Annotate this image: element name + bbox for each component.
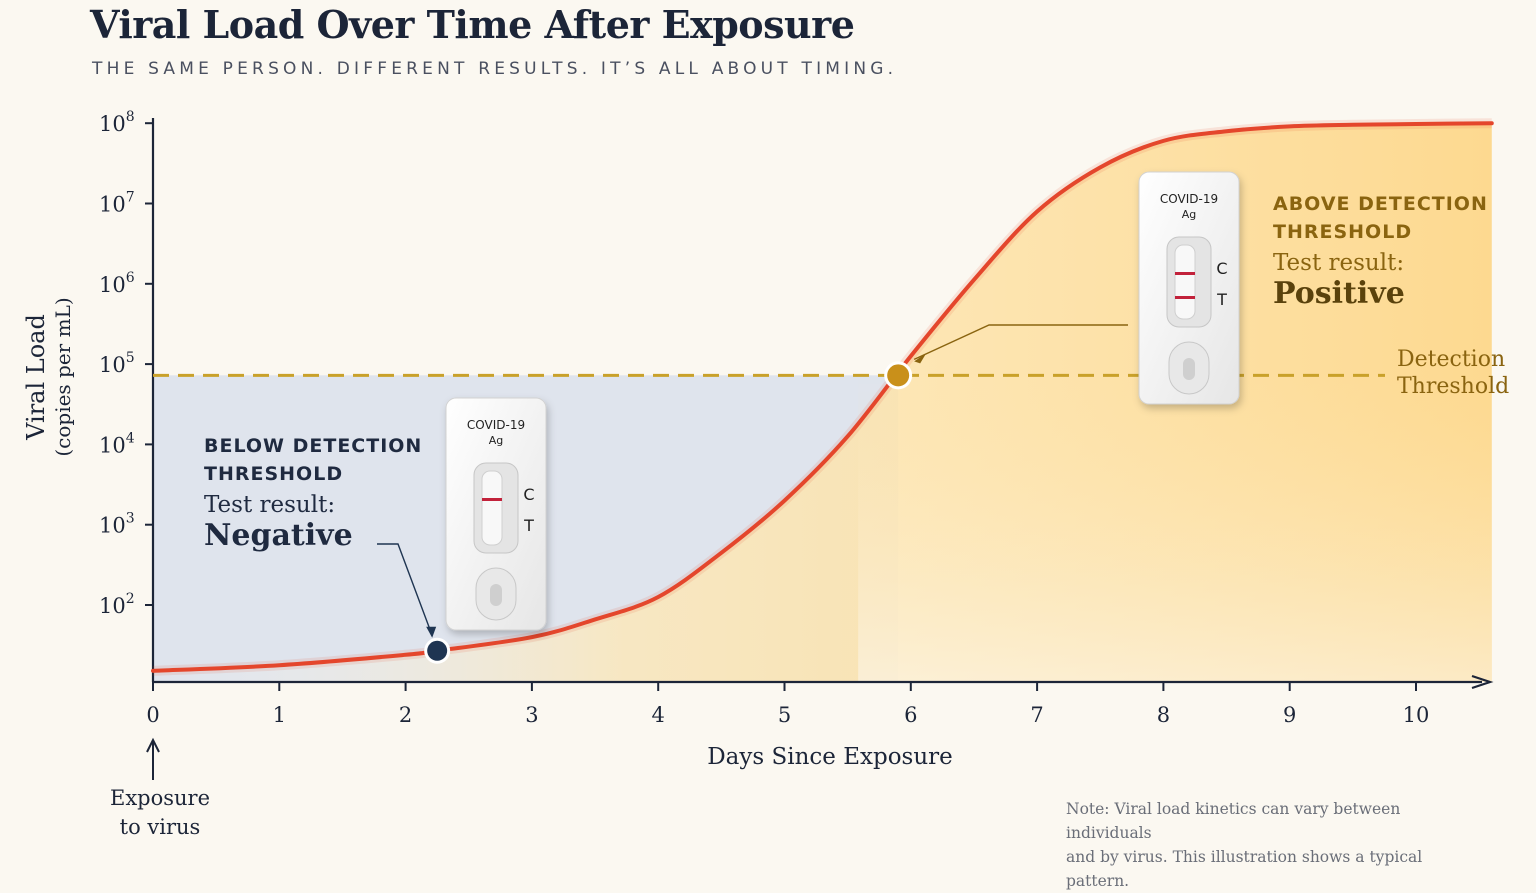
chart-subtitle: THE SAME PERSON. DIFFERENT RESULTS. IT’S… <box>92 59 898 79</box>
y-axis-label: Viral Load (copies per mL) <box>22 297 77 457</box>
cassette-t-label: T <box>1216 290 1227 309</box>
footnote: Note: Viral load kinetics can vary betwe… <box>1066 797 1486 893</box>
x-axis-arrowhead <box>1471 674 1494 690</box>
y-axis-label-line2: (copies per mL) <box>51 297 75 457</box>
y-axis-label-line1: Viral Load <box>22 314 50 440</box>
x-tick-label: 4 <box>652 703 665 727</box>
x-tick-label: 2 <box>399 703 412 727</box>
above-result-value: Positive <box>1273 276 1405 311</box>
chart-title: Viral Load Over Time After Exposure <box>90 2 855 47</box>
positive-point <box>887 364 910 387</box>
above-caption-line2: THRESHOLD <box>1273 221 1413 243</box>
below-caption-line2: THRESHOLD <box>204 463 344 485</box>
below-threshold-annotation: BELOW DETECTION THRESHOLD Test result: N… <box>204 432 422 553</box>
cassette-c-label: C <box>1216 259 1227 278</box>
region-fade <box>858 375 1492 682</box>
x-tick-label: 1 <box>273 703 286 727</box>
cassette-strip <box>1174 244 1196 320</box>
y-tick-label: 104 <box>99 430 135 457</box>
above-caption-line1: ABOVE DETECTION <box>1273 193 1488 215</box>
control-line <box>482 498 502 501</box>
negative-point <box>427 640 448 661</box>
x-tick-label: 3 <box>525 703 538 727</box>
cassette-brand: COVID-19 <box>467 418 525 432</box>
x-tick-label: 5 <box>778 703 791 727</box>
test-line <box>1175 296 1195 299</box>
positive-leader-line <box>913 324 1128 360</box>
cassette-brand-sub: Ag <box>1182 208 1197 221</box>
below-result-label: Test result: <box>204 492 336 518</box>
footnote-line2: and by virus. This illustration shows a … <box>1066 848 1423 890</box>
y-tick-label: 102 <box>99 591 135 618</box>
x-axis-label: Days Since Exposure <box>707 744 953 770</box>
y-tick-label: 108 <box>99 109 135 136</box>
above-result-label: Test result: <box>1273 250 1405 276</box>
below-result-value: Negative <box>204 518 353 553</box>
x-tick-label: 10 <box>1403 703 1430 727</box>
threshold-label-line1: Detection <box>1397 347 1506 372</box>
footnote-line1: Note: Viral load kinetics can vary betwe… <box>1066 800 1401 842</box>
markers-layer <box>377 324 1128 664</box>
above-threshold-annotation: ABOVE DETECTION THRESHOLD Test result: P… <box>1273 190 1488 311</box>
threshold-label: Detection Threshold <box>1397 346 1509 400</box>
exposure-label: Exposure to virus <box>110 784 210 842</box>
x-tick-label: 0 <box>146 703 159 727</box>
positive-test-cassette: COVID-19 Ag CT <box>1138 171 1240 405</box>
cassette-brand-sub: Ag <box>489 434 504 447</box>
x-tick-label: 7 <box>1030 703 1043 727</box>
y-tick-label: 106 <box>99 270 135 297</box>
positive-leader-arrow <box>914 353 927 364</box>
exposure-label-line2: to virus <box>119 815 201 839</box>
x-tick-label: 8 <box>1157 703 1170 727</box>
threshold-label-line2: Threshold <box>1397 374 1510 399</box>
negative-leader-line <box>377 543 432 634</box>
cassette-t-label: T <box>523 516 534 535</box>
y-tick-label: 107 <box>99 190 135 217</box>
control-line <box>1175 272 1195 275</box>
negative-test-cassette: COVID-19 Ag CT <box>445 397 547 631</box>
exposure-arrow-head <box>146 737 160 753</box>
x-tick-label: 6 <box>904 703 917 727</box>
below-caption-line1: BELOW DETECTION <box>204 435 423 457</box>
y-tick-label: 105 <box>99 350 135 377</box>
sample-hole <box>490 584 502 606</box>
sample-hole <box>1183 358 1195 380</box>
cassette-c-label: C <box>523 485 534 504</box>
chart-axes: 0 1 2 3 4 5 6 7 8 9 10 102 103 104 105 106 107 108 <box>99 109 1494 780</box>
negative-leader-arrow <box>426 626 437 638</box>
exposure-label-line1: Exposure <box>109 786 211 810</box>
x-tick-label: 9 <box>1283 703 1296 727</box>
cassette-strip <box>481 470 503 546</box>
cassette-brand: COVID-19 <box>1160 192 1218 206</box>
chart-canvas: 0 1 2 3 4 5 6 7 8 9 10 102 103 104 105 106 107 108 COVID-… <box>99 109 1494 780</box>
y-tick-label: 103 <box>99 511 135 538</box>
